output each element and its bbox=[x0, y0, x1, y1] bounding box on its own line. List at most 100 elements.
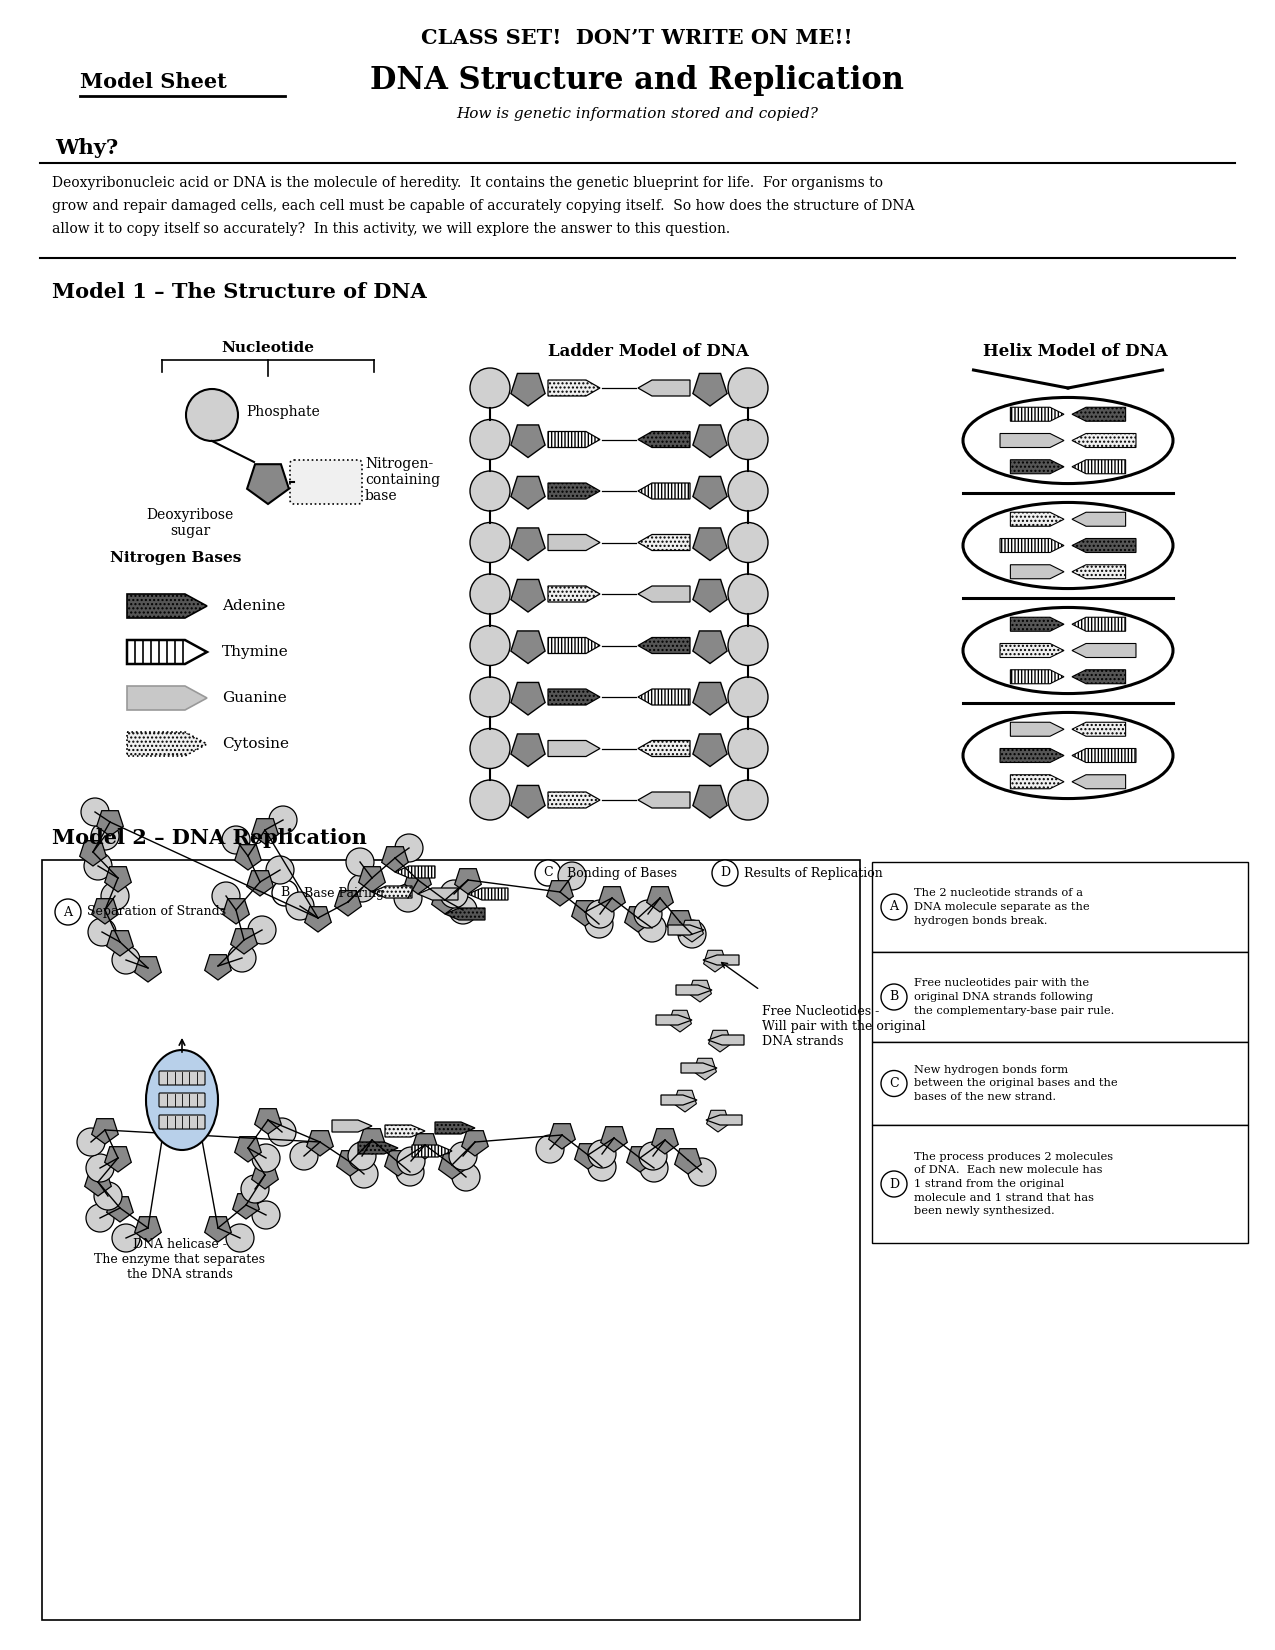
Polygon shape bbox=[638, 637, 690, 653]
Circle shape bbox=[881, 1071, 907, 1097]
Text: Nitrogen Bases: Nitrogen Bases bbox=[110, 551, 241, 564]
Polygon shape bbox=[358, 1129, 385, 1153]
Bar bbox=[988, 431, 1149, 450]
Text: D: D bbox=[889, 1178, 899, 1191]
Polygon shape bbox=[1072, 644, 1136, 657]
Polygon shape bbox=[511, 785, 546, 818]
Polygon shape bbox=[404, 868, 431, 894]
Polygon shape bbox=[681, 1063, 717, 1073]
Text: grow and repair damaged cells, each cell must be capable of accurately copying i: grow and repair damaged cells, each cell… bbox=[52, 200, 914, 213]
Polygon shape bbox=[418, 888, 458, 899]
Polygon shape bbox=[1072, 723, 1126, 736]
Polygon shape bbox=[455, 868, 482, 894]
Text: DNA helicase -
The enzyme that separates
the DNA strands: DNA helicase - The enzyme that separates… bbox=[94, 1238, 265, 1280]
Polygon shape bbox=[703, 955, 740, 965]
Text: The process produces 2 molecules
of DNA.  Each new molecule has
1 strand from th: The process produces 2 molecules of DNA.… bbox=[914, 1152, 1113, 1216]
Bar bbox=[872, 952, 1248, 1043]
Circle shape bbox=[397, 1158, 425, 1186]
Polygon shape bbox=[625, 906, 652, 932]
Circle shape bbox=[395, 833, 423, 861]
Polygon shape bbox=[692, 426, 727, 457]
Polygon shape bbox=[638, 380, 690, 396]
Polygon shape bbox=[627, 1147, 653, 1172]
Circle shape bbox=[348, 1142, 376, 1170]
Circle shape bbox=[588, 1153, 616, 1181]
Polygon shape bbox=[511, 683, 546, 714]
Polygon shape bbox=[638, 741, 690, 756]
Polygon shape bbox=[205, 1216, 231, 1242]
Circle shape bbox=[470, 729, 510, 769]
Circle shape bbox=[91, 822, 119, 850]
Text: Phosphate: Phosphate bbox=[246, 404, 320, 419]
Polygon shape bbox=[706, 1110, 729, 1132]
Polygon shape bbox=[135, 1216, 162, 1242]
Circle shape bbox=[453, 1163, 479, 1191]
Circle shape bbox=[678, 921, 706, 949]
Polygon shape bbox=[575, 1143, 602, 1168]
Polygon shape bbox=[84, 1170, 111, 1196]
Circle shape bbox=[728, 368, 768, 408]
Circle shape bbox=[346, 848, 374, 876]
Polygon shape bbox=[1010, 460, 1065, 474]
Text: Bonding of Bases: Bonding of Bases bbox=[567, 866, 677, 879]
Polygon shape bbox=[385, 1125, 425, 1137]
Polygon shape bbox=[1000, 644, 1065, 657]
Circle shape bbox=[470, 523, 510, 563]
Text: Model 2 – DNA Replication: Model 2 – DNA Replication bbox=[52, 828, 367, 848]
Polygon shape bbox=[511, 734, 546, 767]
Bar bbox=[872, 1125, 1248, 1242]
Polygon shape bbox=[128, 733, 207, 756]
Polygon shape bbox=[548, 1124, 575, 1148]
Text: How is genetic information stored and copied?: How is genetic information stored and co… bbox=[456, 107, 819, 120]
Polygon shape bbox=[412, 1145, 453, 1157]
Text: A: A bbox=[64, 906, 73, 919]
Polygon shape bbox=[439, 1153, 465, 1180]
Circle shape bbox=[228, 944, 256, 972]
Polygon shape bbox=[79, 840, 106, 866]
Polygon shape bbox=[681, 921, 704, 942]
Ellipse shape bbox=[147, 1049, 218, 1150]
Polygon shape bbox=[688, 980, 711, 1002]
Text: Helix Model of DNA: Helix Model of DNA bbox=[983, 343, 1168, 360]
Bar bbox=[872, 861, 1248, 952]
Circle shape bbox=[586, 899, 615, 927]
Polygon shape bbox=[692, 630, 727, 663]
Circle shape bbox=[470, 574, 510, 614]
Circle shape bbox=[85, 1153, 113, 1181]
Polygon shape bbox=[1072, 434, 1136, 447]
Polygon shape bbox=[638, 792, 690, 808]
Polygon shape bbox=[223, 899, 250, 924]
Bar bbox=[42, 860, 861, 1620]
Bar bbox=[1005, 457, 1132, 477]
Circle shape bbox=[84, 851, 112, 879]
Polygon shape bbox=[548, 690, 601, 705]
Bar bbox=[988, 746, 1149, 766]
Polygon shape bbox=[511, 426, 546, 457]
Polygon shape bbox=[358, 866, 385, 893]
Text: Thymine: Thymine bbox=[222, 645, 288, 658]
Text: C: C bbox=[543, 866, 553, 879]
Text: Deoxyribose
sugar: Deoxyribose sugar bbox=[147, 508, 233, 538]
Circle shape bbox=[585, 911, 613, 937]
Circle shape bbox=[711, 860, 738, 886]
Polygon shape bbox=[548, 741, 601, 756]
Polygon shape bbox=[638, 483, 690, 498]
Polygon shape bbox=[548, 637, 601, 653]
Polygon shape bbox=[231, 929, 258, 954]
Polygon shape bbox=[548, 483, 601, 498]
Circle shape bbox=[470, 676, 510, 718]
Text: allow it to copy itself so accurately?  In this activity, we will explore the an: allow it to copy itself so accurately? I… bbox=[52, 223, 731, 236]
Circle shape bbox=[881, 1172, 907, 1196]
Polygon shape bbox=[694, 1058, 717, 1081]
Polygon shape bbox=[667, 911, 694, 936]
Text: A: A bbox=[890, 901, 899, 914]
Circle shape bbox=[289, 1142, 317, 1170]
Text: Results of Replication: Results of Replication bbox=[745, 866, 882, 879]
Polygon shape bbox=[332, 1120, 372, 1132]
Bar bbox=[1005, 510, 1132, 530]
Polygon shape bbox=[638, 432, 690, 447]
Polygon shape bbox=[462, 1130, 488, 1157]
Polygon shape bbox=[128, 594, 207, 619]
Circle shape bbox=[241, 1175, 269, 1203]
Circle shape bbox=[186, 389, 238, 441]
